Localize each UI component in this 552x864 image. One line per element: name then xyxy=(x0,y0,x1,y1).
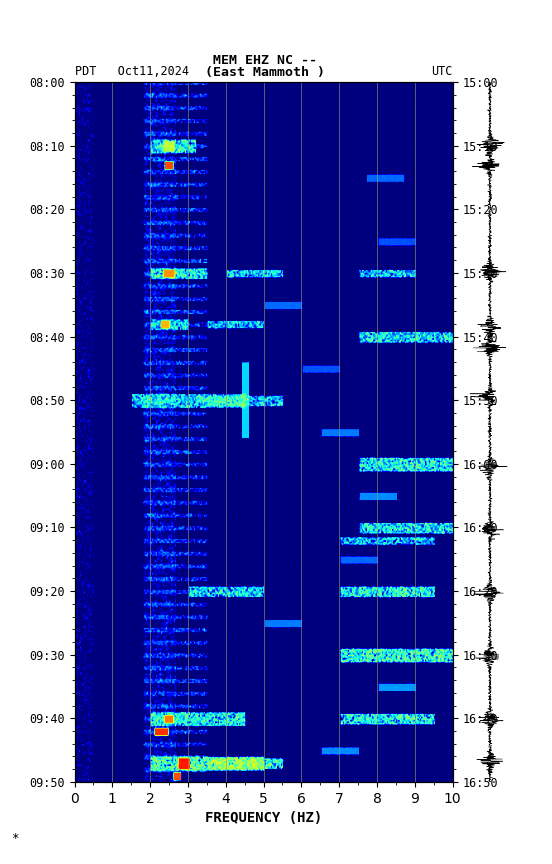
Text: PDT   Oct11,2024: PDT Oct11,2024 xyxy=(75,65,189,78)
Text: MEM EHZ NC --: MEM EHZ NC -- xyxy=(213,54,317,67)
Text: *: * xyxy=(11,832,19,845)
Text: (East Mammoth ): (East Mammoth ) xyxy=(205,67,325,79)
X-axis label: FREQUENCY (HZ): FREQUENCY (HZ) xyxy=(205,811,322,825)
Text: UTC: UTC xyxy=(431,65,453,78)
